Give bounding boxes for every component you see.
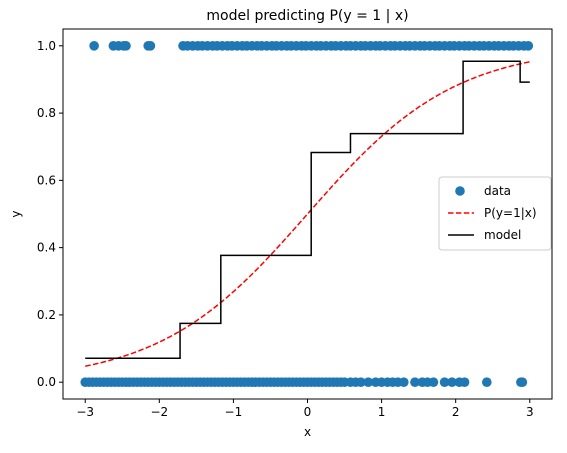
legend-label: data (484, 184, 511, 198)
data-point (459, 377, 470, 387)
legend: data P(y=1|x) model (438, 176, 552, 251)
data-point (410, 377, 420, 387)
data-point (356, 377, 366, 387)
y-tick-label: 0.0 (37, 375, 56, 389)
data-point (517, 377, 528, 387)
data-point (363, 377, 374, 387)
legend-label: P(y=1|x) (484, 206, 537, 220)
legend-marker-data (455, 186, 465, 196)
x-tick-label: −3 (76, 405, 94, 419)
data-point (428, 377, 439, 387)
x-axis: −3 −2 −1 0 1 2 3 (76, 399, 534, 419)
data-points (80, 41, 534, 387)
data-point (89, 41, 99, 51)
data-point (439, 377, 450, 387)
plot-area (80, 41, 534, 387)
data-point (399, 377, 409, 387)
x-tick-label: 3 (526, 405, 534, 419)
legend-label: model (484, 228, 521, 242)
model-step-line (85, 60, 530, 360)
y-axis-label: y (9, 210, 23, 217)
data-point (523, 41, 534, 51)
y-axis: 0.0 0.2 0.4 0.6 0.8 1.0 (37, 39, 63, 389)
y-tick-label: 0.8 (37, 106, 56, 120)
x-axis-label: x (304, 425, 311, 439)
legend-box (438, 176, 552, 251)
data-point (482, 377, 492, 387)
y-tick-label: 0.2 (37, 308, 56, 322)
x-tick-label: −1 (225, 405, 243, 419)
data-point (447, 377, 457, 387)
y-tick-label: 1.0 (37, 39, 56, 53)
data-point (145, 41, 156, 51)
x-tick-label: 1 (378, 405, 386, 419)
x-tick-label: 2 (452, 405, 460, 419)
data-point (121, 41, 131, 51)
chart-title: model predicting P(y = 1 | x) (206, 8, 408, 24)
x-tick-label: −2 (150, 405, 168, 419)
x-tick-label: 0 (304, 405, 312, 419)
y-tick-label: 0.4 (37, 241, 56, 255)
y-tick-label: 0.6 (37, 173, 56, 187)
